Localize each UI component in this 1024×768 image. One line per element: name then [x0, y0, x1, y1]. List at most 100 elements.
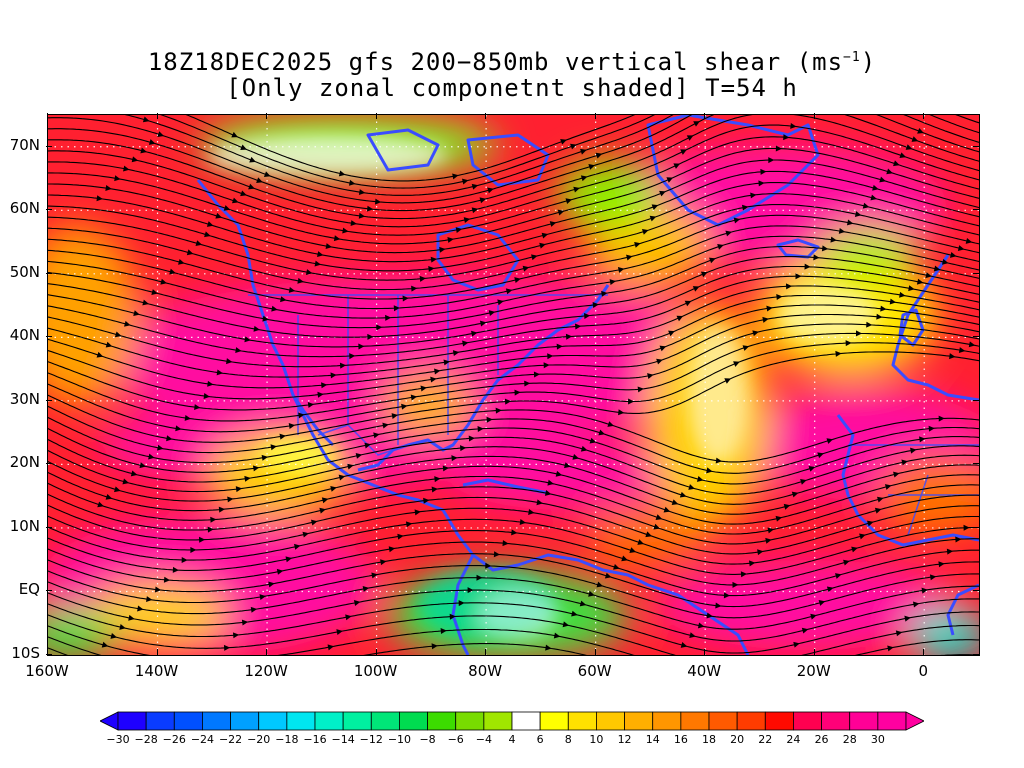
- streamline: [48, 265, 979, 348]
- streamline-arrow: [866, 321, 873, 328]
- streamline-arrow: [895, 630, 903, 637]
- streamline-arrow: [215, 212, 222, 219]
- streamline-arrow: [570, 143, 577, 150]
- streamline-arrow: [451, 455, 458, 462]
- streamline: [48, 496, 979, 555]
- streamline: [48, 351, 979, 443]
- streamline-arrow: [204, 231, 211, 238]
- streamline-arrow: [889, 298, 897, 305]
- streamline-arrow: [339, 362, 347, 369]
- streamline-arrow: [487, 187, 494, 194]
- streamline-arrow: [227, 496, 234, 503]
- streamline-arrow: [248, 183, 255, 190]
- streamline-arrow: [583, 313, 591, 320]
- streamline-arrow: [330, 485, 337, 492]
- streamline-arrow: [497, 299, 504, 306]
- streamline-arrow: [330, 372, 337, 379]
- y-tick-label: 10S: [11, 644, 40, 662]
- streamline-arrow: [826, 586, 834, 593]
- streamline-arrow: [904, 615, 911, 622]
- streamline: [124, 115, 979, 196]
- streamline-arrow: [655, 514, 663, 520]
- streamline-arrow: [957, 245, 965, 251]
- streamline-arrow: [925, 272, 932, 279]
- streamline: [48, 518, 979, 575]
- streamline: [48, 124, 979, 228]
- colorbar-swatch: [455, 711, 485, 731]
- streamline: [48, 136, 979, 236]
- colorbar-label: −22: [218, 733, 243, 746]
- streamline: [48, 256, 979, 338]
- y-tick: [46, 654, 52, 655]
- streamline-arrow: [252, 465, 260, 472]
- colorbar-label: −8: [419, 733, 436, 746]
- streamline-arrow: [358, 212, 366, 219]
- streamline-arrow: [775, 515, 783, 522]
- streamline-arrow: [495, 407, 502, 414]
- map-canvas: [48, 115, 979, 655]
- streamline-arrow: [364, 442, 371, 449]
- streamline-arrow: [768, 157, 775, 164]
- colorbar-swatch: [652, 711, 682, 731]
- streamline-arrow: [821, 245, 829, 252]
- colorbar-label: 4: [508, 733, 516, 746]
- streamline-arrow: [302, 531, 309, 538]
- streamline-arrow: [244, 336, 251, 343]
- streamline: [48, 159, 979, 254]
- streamline-arrow: [598, 429, 605, 436]
- streamline-arrow: [752, 330, 759, 337]
- streamline-arrow: [327, 644, 334, 651]
- streamline-arrow: [348, 179, 356, 186]
- streamline-arrow: [872, 184, 879, 191]
- streamline-arrow: [128, 614, 135, 621]
- colorbar-label: 18: [702, 733, 716, 746]
- streamline-arrow: [580, 445, 588, 452]
- x-tick-label: 0: [918, 662, 929, 680]
- streamline-arrow: [893, 160, 900, 167]
- streamline-arrow: [750, 192, 757, 199]
- streamline-arrow: [430, 256, 437, 263]
- streamline: [48, 332, 979, 422]
- streamline-arrow: [838, 227, 846, 234]
- streamline-arrow: [733, 217, 741, 224]
- streamline-arrow: [338, 474, 346, 481]
- x-tick-label: 20W: [796, 662, 831, 680]
- streamline-arrow: [151, 289, 158, 295]
- streamline-arrow: [333, 235, 341, 242]
- streamline-arrow: [733, 361, 740, 367]
- streamline-arrow: [405, 521, 413, 528]
- streamline-arrow: [766, 305, 773, 312]
- streamline-arrow: [874, 507, 882, 514]
- streamline-arrow: [207, 380, 214, 387]
- streamline-arrow: [190, 546, 197, 553]
- streamline-arrow: [901, 459, 908, 466]
- streamline-arrow: [210, 516, 217, 523]
- streamline-arrow: [668, 330, 675, 337]
- streamline-arrow: [358, 343, 365, 350]
- streamline-arrow: [886, 168, 893, 175]
- streamline-arrow: [519, 519, 526, 526]
- colorbar-swatch: [849, 711, 879, 731]
- streamline-arrow: [541, 232, 549, 239]
- streamline-arrow: [684, 300, 692, 307]
- streamline-arrow: [938, 415, 945, 422]
- streamline-arrow: [742, 345, 750, 351]
- streamline-arrow: [916, 278, 924, 285]
- colorbar-swatch: [680, 711, 710, 731]
- streamline-arrow: [139, 462, 146, 469]
- streamline-arrow: [656, 358, 663, 365]
- streamline-arrow: [514, 277, 521, 283]
- streamline-arrow: [556, 343, 563, 350]
- streamline-arrow: [706, 612, 713, 619]
- colorbar-label: 16: [673, 733, 688, 746]
- streamline-arrow: [649, 215, 657, 222]
- colorbar-label: −4: [475, 733, 492, 746]
- streamline-arrow: [709, 257, 716, 264]
- streamline-arrow: [543, 362, 550, 369]
- streamline-arrow: [270, 444, 277, 451]
- streamline-arrow: [663, 506, 671, 513]
- streamline: [48, 625, 979, 655]
- streamline-arrow: [114, 486, 121, 493]
- x-tick: [156, 113, 158, 119]
- streamline-arrow: [169, 268, 176, 275]
